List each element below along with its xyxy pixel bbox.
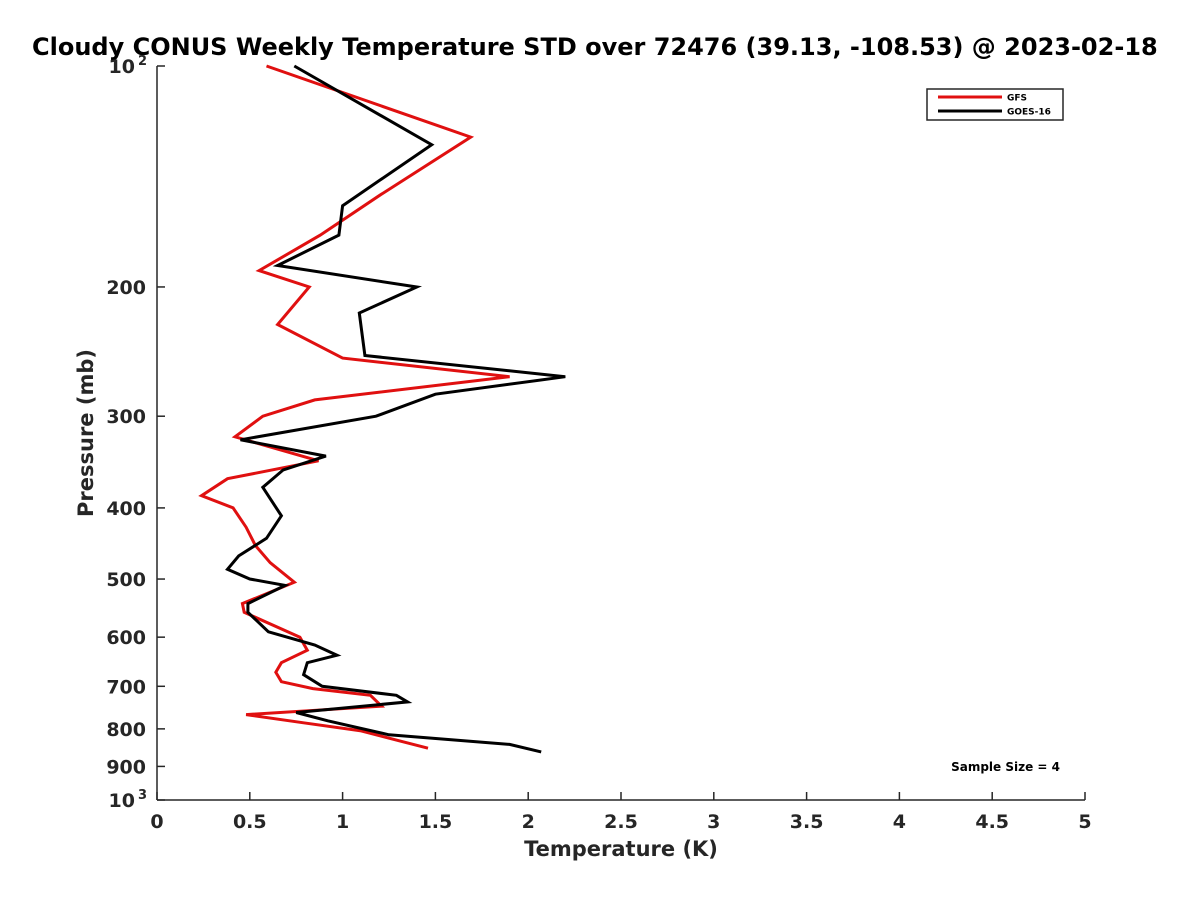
plot-area: [157, 66, 1085, 800]
series-line-goes-16: [225, 64, 566, 754]
x-tick-label: 2: [522, 811, 535, 833]
legend-label-gfs: GFS: [1007, 94, 1027, 104]
y-tick-label: 800: [106, 719, 146, 741]
x-tick-label: 5: [1078, 811, 1091, 833]
series-layer: [198, 64, 566, 754]
y-tick-exponent: 3: [138, 788, 147, 803]
y-axis-label: Pressure (mb): [74, 349, 98, 517]
y-tick-label: 300: [106, 406, 146, 428]
y-tick-label: 900: [106, 756, 146, 778]
y-tick-label: 600: [106, 627, 146, 649]
x-tick-label: 1.5: [419, 811, 453, 833]
y-tick-label: 500: [106, 569, 146, 591]
y-tick-label: 200: [106, 277, 146, 299]
x-tick-label: 3: [707, 811, 720, 833]
legend: GFS GOES-16: [926, 88, 1064, 121]
x-tick-label: 2.5: [604, 811, 638, 833]
legend-items: GFS GOES-16: [938, 94, 1051, 118]
chart-title: Cloudy CONUS Weekly Temperature STD over…: [32, 33, 1158, 61]
y-tick-label: 400: [106, 498, 146, 520]
y-tick-label: 10: [109, 790, 135, 812]
x-tick-label: 4.5: [975, 811, 1009, 833]
y-tick-label: 700: [106, 676, 146, 698]
legend-label-goes-16: GOES-16: [1007, 108, 1051, 118]
x-tick-label: 1: [336, 811, 349, 833]
y-tick-label: 10: [109, 56, 135, 78]
x-axis-label: Temperature (K): [524, 837, 718, 861]
y-tick-exponent: 2: [138, 54, 147, 69]
x-tick-label: 0.5: [233, 811, 267, 833]
axes: 0 0.5 1 1.5 2 2.5 3 3.5 4 4.5 5 10 2200300400500600…: [106, 54, 1091, 833]
legend-box: [926, 88, 1064, 121]
x-tick-label: 3.5: [790, 811, 824, 833]
x-tick-label: 0: [150, 811, 163, 833]
x-ticks: 0 0.5 1 1.5 2 2.5 3 3.5 4 4.5 5: [150, 792, 1092, 833]
x-tick-label: 4: [893, 811, 906, 833]
sample-size-annotation: Sample Size = 4: [951, 760, 1060, 774]
